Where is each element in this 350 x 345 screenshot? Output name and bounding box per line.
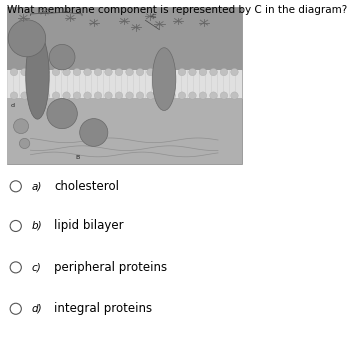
Circle shape xyxy=(63,92,70,99)
Text: B: B xyxy=(75,155,79,160)
Text: d): d) xyxy=(32,304,42,314)
Circle shape xyxy=(52,68,60,76)
Circle shape xyxy=(178,68,186,76)
Circle shape xyxy=(21,68,28,76)
Circle shape xyxy=(189,68,196,76)
Circle shape xyxy=(210,68,217,76)
Circle shape xyxy=(210,92,217,99)
Circle shape xyxy=(84,68,91,76)
Text: A: A xyxy=(63,9,68,14)
Text: What membrane component is represented by C in the diagram?: What membrane component is represented b… xyxy=(7,5,347,15)
Circle shape xyxy=(189,92,196,99)
Circle shape xyxy=(220,92,228,99)
Circle shape xyxy=(10,220,21,231)
Circle shape xyxy=(20,138,30,149)
Circle shape xyxy=(178,92,186,99)
Circle shape xyxy=(168,68,175,76)
Ellipse shape xyxy=(152,48,176,110)
Bar xyxy=(7,7,241,70)
Circle shape xyxy=(231,68,238,76)
Text: lipid bilayer: lipid bilayer xyxy=(54,219,124,233)
Circle shape xyxy=(147,92,154,99)
Circle shape xyxy=(105,92,112,99)
Text: integral proteins: integral proteins xyxy=(54,302,152,315)
Circle shape xyxy=(21,92,28,99)
Circle shape xyxy=(84,92,91,99)
Circle shape xyxy=(10,68,18,76)
Circle shape xyxy=(31,68,39,76)
Circle shape xyxy=(8,20,46,57)
Circle shape xyxy=(73,68,81,76)
Bar xyxy=(7,70,241,98)
Circle shape xyxy=(126,68,133,76)
Circle shape xyxy=(49,45,75,70)
Circle shape xyxy=(157,92,165,99)
Circle shape xyxy=(126,92,133,99)
Circle shape xyxy=(147,68,154,76)
Circle shape xyxy=(42,92,49,99)
Text: c): c) xyxy=(32,263,41,272)
Circle shape xyxy=(168,92,175,99)
Text: peripheral proteins: peripheral proteins xyxy=(54,261,167,274)
Circle shape xyxy=(105,68,112,76)
Circle shape xyxy=(47,99,77,129)
Circle shape xyxy=(31,92,39,99)
Circle shape xyxy=(10,92,18,99)
Text: a): a) xyxy=(32,181,42,191)
Bar xyxy=(7,7,241,164)
Circle shape xyxy=(231,92,238,99)
Circle shape xyxy=(10,303,21,314)
Circle shape xyxy=(157,68,165,76)
Circle shape xyxy=(94,68,102,76)
Circle shape xyxy=(199,92,207,99)
Circle shape xyxy=(199,68,207,76)
Circle shape xyxy=(115,92,123,99)
Text: cholesterol: cholesterol xyxy=(54,180,119,193)
Circle shape xyxy=(80,119,108,146)
Circle shape xyxy=(115,68,123,76)
Circle shape xyxy=(220,68,228,76)
Circle shape xyxy=(63,68,70,76)
Circle shape xyxy=(136,68,144,76)
Text: –C: –C xyxy=(150,14,158,19)
Text: b): b) xyxy=(32,221,42,231)
Circle shape xyxy=(10,262,21,273)
Bar xyxy=(7,98,241,164)
Circle shape xyxy=(52,92,60,99)
Circle shape xyxy=(94,92,102,99)
Circle shape xyxy=(136,92,144,99)
Circle shape xyxy=(42,68,49,76)
Circle shape xyxy=(14,119,29,134)
Circle shape xyxy=(73,92,81,99)
Ellipse shape xyxy=(26,33,49,119)
Circle shape xyxy=(10,181,21,192)
Text: d: d xyxy=(10,102,14,108)
